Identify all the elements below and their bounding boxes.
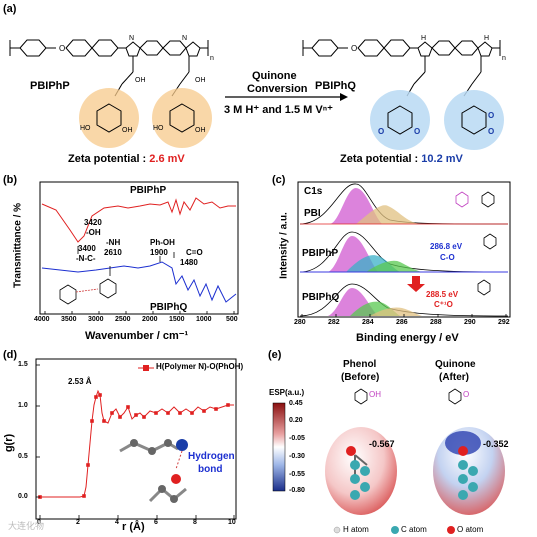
esp-maps: OH O	[272, 388, 505, 534]
oh-label-1: OH	[135, 77, 146, 84]
polymer-name-left: PBIPhP	[30, 80, 70, 92]
rdf-ylabel: g(r)	[3, 433, 16, 453]
ftir-xlabel: Wavenumber / cm⁻¹	[85, 330, 189, 342]
panel-e: (e)	[265, 347, 537, 537]
svg-text:H: H	[484, 35, 489, 42]
polymer-name-right: PBIPhQ	[315, 80, 356, 92]
panel-a-label: (a)	[3, 3, 17, 15]
ether-o-left: O	[59, 44, 65, 53]
rdf-point	[154, 411, 158, 415]
panel-d: (d)	[0, 347, 265, 537]
panel-b: (b) Transmittance / % Wavenumber / cm⁻¹ …	[0, 172, 270, 347]
svg-text:OH: OH	[195, 127, 206, 134]
svg-text:N: N	[182, 35, 187, 42]
svg-text:O: O	[488, 127, 494, 136]
ftir-ylabel: Transmittance / %	[12, 202, 24, 289]
watermark: 大连化物	[8, 521, 45, 531]
rdf-point	[166, 411, 170, 415]
oh-label-2: OH	[195, 77, 206, 84]
rdf-point	[90, 419, 94, 423]
rdf-legend: H(Polymer N)-O(PhOH)	[156, 362, 244, 371]
xps-chart	[297, 181, 511, 318]
svg-text:n: n	[502, 55, 506, 62]
xps-xlabel: Binding energy / eV	[356, 332, 459, 344]
rdf-point	[82, 494, 86, 498]
rdf-point	[86, 463, 90, 467]
svg-text:N: N	[129, 35, 134, 42]
rdf-point	[202, 409, 206, 413]
zeta-left-value: 2.6 mV	[149, 153, 185, 165]
ftir-chart	[39, 181, 239, 315]
rdf-point	[142, 415, 146, 419]
rdf-point	[134, 413, 138, 417]
rdf-point	[214, 407, 218, 411]
zeta-right-value: 10.2 mV	[421, 153, 463, 165]
rdf-point	[94, 395, 98, 399]
zeta-left: Zeta potential : 2.6 mV	[68, 153, 185, 165]
svg-text:HO: HO	[153, 125, 164, 132]
panel-a: (a) O N N n OH OH	[0, 0, 537, 172]
arrow-label-top-2: Conversion	[247, 83, 308, 95]
ftir-series-bottom: PBIPhQ	[150, 302, 188, 313]
rdf-point	[126, 405, 130, 409]
rdf-point	[110, 411, 114, 415]
rdf-point	[178, 411, 182, 415]
rdf-xlabel: r (Å)	[122, 521, 145, 533]
svg-text:OH: OH	[122, 127, 133, 134]
xps-ylabel: Intensity / a.u.	[278, 212, 290, 279]
rdf-chart	[35, 358, 237, 520]
svg-text:OH: OH	[369, 390, 381, 399]
rdf-point	[226, 403, 230, 407]
panel-c: (c)	[270, 172, 537, 347]
svg-text:HO: HO	[80, 125, 91, 132]
arrow-label-top-1: Quinone	[252, 70, 297, 82]
svg-text:O: O	[488, 111, 494, 120]
svg-text:O: O	[351, 44, 357, 53]
arrow-label-bottom: 3 M H⁺ and 1.5 M Vⁿ⁺	[224, 104, 333, 116]
rdf-point	[98, 393, 102, 397]
rdf-point	[102, 419, 106, 423]
svg-text:H: H	[421, 35, 426, 42]
svg-text:n: n	[210, 55, 214, 62]
ftir-series-top: PBIPhP	[130, 185, 167, 196]
svg-text:O: O	[378, 127, 384, 136]
panel-a-structures: O N N n OH OH HO OH HO OH	[9, 35, 506, 150]
rdf-point	[190, 411, 194, 415]
rdf-peak-label: 2.53 Å	[68, 377, 92, 386]
svg-text:O: O	[414, 127, 420, 136]
zeta-right: Zeta potential : 10.2 mV	[340, 153, 463, 165]
svg-text:O: O	[463, 390, 469, 399]
rdf-point	[118, 415, 122, 419]
